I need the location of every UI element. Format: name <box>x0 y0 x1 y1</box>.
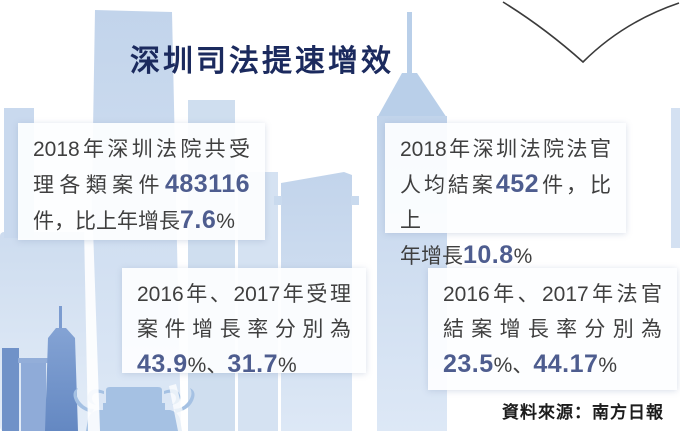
stat-line: 23.5%、44.17% <box>443 347 662 383</box>
stat-text: 2016年、2017年受理 <box>137 283 351 306</box>
stat-text: 2016年、2017年法官 <box>443 283 662 306</box>
stat-box-acceptance-growth-2016-2017: 2016年、2017年受理 案件增長率分別為 43.9%、31.7% <box>122 268 366 378</box>
stat-line: 理各類案件483116 <box>33 167 250 203</box>
stat-line: 2018年深圳法院法官 <box>400 132 611 167</box>
v-line-decoration <box>502 1 680 64</box>
stat-text: 2018年深圳法院共受 <box>33 138 250 161</box>
stat-box-cases-accepted-2018: 2018年深圳法院共受 理各類案件483116 件，比上年增長7.6% <box>18 123 265 240</box>
stat-line: 2016年、2017年法官 <box>443 277 662 312</box>
building-silhouette-pointed-tower <box>45 306 78 431</box>
stat-box-closing-growth-2016-2017: 2016年、2017年法官 結案增長率分別為 23.5%、44.17% <box>428 268 677 390</box>
stat-number: 23.5 <box>443 350 494 378</box>
stat-text: % <box>598 354 618 377</box>
light-beam <box>84 228 100 431</box>
page-title: 深圳司法提速增效 <box>130 45 394 78</box>
stat-number: 43.9 <box>137 350 188 378</box>
stat-line: 人均結案452件，比上 <box>400 167 611 238</box>
stat-text: 2018年深圳法院法官 <box>400 138 611 161</box>
stat-line: 案件增長率分別為 <box>137 312 351 347</box>
stat-text: 年增長 <box>400 245 463 268</box>
source-caption: 資料來源：南方日報 <box>502 403 664 422</box>
stat-text: % <box>216 210 235 233</box>
stat-text: 件，比上年增長 <box>33 210 180 233</box>
stat-line: 2018年深圳法院共受 <box>33 132 250 167</box>
stat-text: %、 <box>493 354 534 377</box>
stat-text: 結案增長率分別為 <box>443 318 662 341</box>
stat-text: 理各類案件 <box>33 174 165 197</box>
stat-number: 452 <box>495 170 540 198</box>
stat-line: 2016年、2017年受理 <box>137 277 351 312</box>
stat-text: %、 <box>187 354 228 377</box>
stat-line: 年增長10.8% <box>400 238 611 274</box>
stat-number: 7.6 <box>180 206 217 234</box>
building-silhouette-dark-block <box>18 358 48 431</box>
stat-line: 43.9%、31.7% <box>137 347 351 383</box>
stat-text: 件，比上 <box>400 174 611 232</box>
stat-text: 案件增長率分別為 <box>137 318 351 341</box>
stat-number: 483116 <box>164 170 250 198</box>
building-silhouette-dark-block <box>2 348 19 431</box>
stat-box-cases-closed-per-judge-2018: 2018年深圳法院法官 人均結案452件，比上 年增長10.8% <box>385 123 626 269</box>
stat-text: % <box>278 354 297 377</box>
stat-line: 件，比上年增長7.6% <box>33 203 250 239</box>
building-silhouette-right-edge <box>671 108 680 248</box>
light-beam <box>169 384 188 431</box>
stat-number: 10.8 <box>463 241 514 269</box>
stat-line: 結案增長率分別為 <box>443 312 662 347</box>
stat-number: 44.17 <box>533 350 599 378</box>
stat-text: 人均結案 <box>400 174 496 197</box>
stat-text: % <box>513 245 533 268</box>
stat-number: 31.7 <box>227 350 279 378</box>
